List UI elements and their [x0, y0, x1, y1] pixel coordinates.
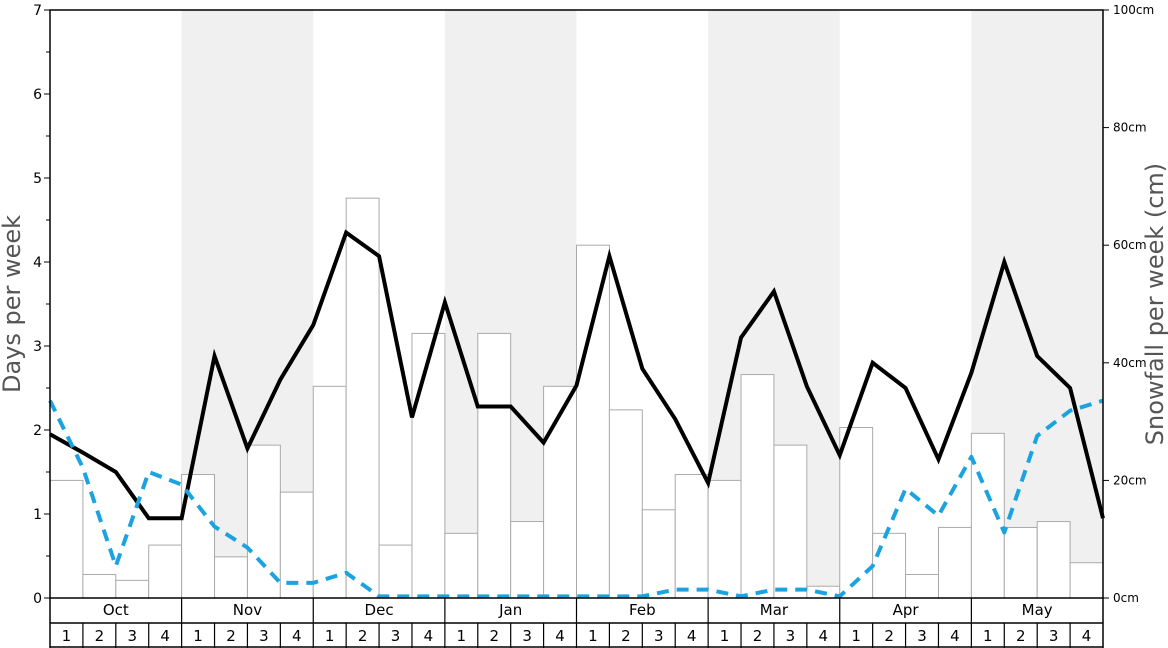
- snowfall-bar: [279, 491, 314, 599]
- snowfall-bar: [378, 544, 413, 599]
- snow-days-line: [49, 229, 1105, 521]
- snowfall-bar: [1036, 521, 1071, 599]
- left-axis-title: Days per week: [0, 215, 26, 393]
- snowfall-bar: [49, 479, 84, 599]
- month-label: Jan: [498, 601, 522, 619]
- week-label: 4: [1082, 627, 1092, 645]
- snowfall-bar: [1069, 562, 1104, 599]
- snowfall-bar: [773, 444, 808, 599]
- snowfall-bar: [543, 385, 577, 599]
- right-tick-label: 40cm: [1113, 356, 1147, 370]
- month-label: Feb: [629, 601, 656, 619]
- week-label: 1: [62, 627, 72, 645]
- right-tick-label: 20cm: [1113, 473, 1147, 487]
- snowfall-bar: [510, 521, 545, 599]
- left-tick-label: 0: [33, 591, 42, 607]
- snowfall-bar: [674, 474, 709, 599]
- left-tick-label: 7: [33, 3, 42, 19]
- week-label: 2: [753, 627, 763, 645]
- snowfall-bar: [905, 573, 939, 599]
- snowfall-bar: [444, 532, 479, 599]
- left-tick-label: 5: [33, 171, 42, 187]
- month-label: Apr: [893, 601, 920, 619]
- right-tick-label: 100cm: [1113, 3, 1154, 17]
- week-label: 2: [1016, 627, 1026, 645]
- week-label: 2: [489, 627, 499, 645]
- week-label: 3: [259, 627, 269, 645]
- month-label: Nov: [233, 601, 262, 619]
- week-label: 3: [654, 627, 664, 645]
- week-label: 3: [522, 627, 532, 645]
- week-label: 4: [687, 627, 697, 645]
- snowfall-bar: [872, 532, 907, 599]
- week-label: 4: [819, 627, 829, 645]
- dashed-line: [48, 398, 1104, 599]
- snowfall-bar: [937, 526, 972, 599]
- left-tick-label: 4: [33, 255, 42, 271]
- snowfall-bar: [576, 244, 610, 599]
- week-label: 2: [621, 627, 631, 645]
- snowfall-bar: [312, 385, 347, 599]
- snowfall-bar: [477, 332, 512, 599]
- snowfall-bar: [707, 479, 742, 599]
- month-label: Oct: [103, 601, 129, 619]
- month-label: Dec: [365, 601, 394, 619]
- axes: 0 1 2 3 4 5 6 7 0cm 20cm 40cm 60cm 80cm 100cm: [33, 3, 1154, 607]
- snowfall-bar: [1003, 526, 1038, 599]
- week-label: 4: [555, 627, 565, 645]
- left-tick-label: 1: [33, 507, 42, 523]
- week-label: 3: [917, 627, 927, 645]
- week-label: 4: [292, 627, 302, 645]
- right-tick-label: 0cm: [1113, 591, 1139, 605]
- week-label: 3: [1049, 627, 1059, 645]
- snowfall-bars: [49, 197, 1104, 599]
- right-axis-title: Snowfall per week (cm): [1141, 163, 1168, 445]
- month-label: Mar: [760, 601, 789, 619]
- week-label: 2: [358, 627, 368, 645]
- week-label: 1: [325, 627, 335, 645]
- week-label: 4: [424, 627, 434, 645]
- week-label: 1: [983, 627, 993, 645]
- week-label: 1: [720, 627, 730, 645]
- week-label: 2: [95, 627, 105, 645]
- snowfall-bar: [345, 197, 380, 599]
- week-label: 1: [851, 627, 861, 645]
- chart-lines: [48, 229, 1105, 599]
- snowfall-bar: [608, 409, 643, 599]
- week-label: 2: [226, 627, 236, 645]
- week-label: 3: [127, 627, 137, 645]
- month-label: May: [1022, 601, 1053, 619]
- week-label: 2: [884, 627, 894, 645]
- week-label: 1: [588, 627, 598, 645]
- left-tick-label: 2: [33, 423, 42, 439]
- right-tick-label: 80cm: [1113, 121, 1147, 135]
- snowfall-bar: [641, 509, 676, 599]
- week-label: 1: [457, 627, 467, 645]
- snowfall-bar: [214, 556, 248, 599]
- left-tick-label: 6: [33, 87, 42, 103]
- snowfall-bar: [411, 332, 446, 599]
- week-label: 4: [160, 627, 170, 645]
- month-week-table: Oct 1 2 3 4 Nov 1 2 3 4 Dec 1 2 3 4 Jan 1 2 3 4 Feb 1 2 3 4 Mar 1 2…: [49, 598, 1104, 648]
- right-tick-label: 60cm: [1113, 238, 1147, 252]
- snowfall-bar: [970, 432, 1005, 599]
- week-label: 3: [786, 627, 796, 645]
- snowfall-bar: [148, 544, 183, 599]
- week-label: 1: [193, 627, 203, 645]
- snowfall-bar: [115, 579, 150, 599]
- snowfall-bar: [740, 374, 775, 599]
- week-label: 3: [391, 627, 401, 645]
- snowfall-bar: [82, 573, 117, 599]
- left-tick-label: 3: [33, 339, 42, 355]
- week-label: 4: [950, 627, 960, 645]
